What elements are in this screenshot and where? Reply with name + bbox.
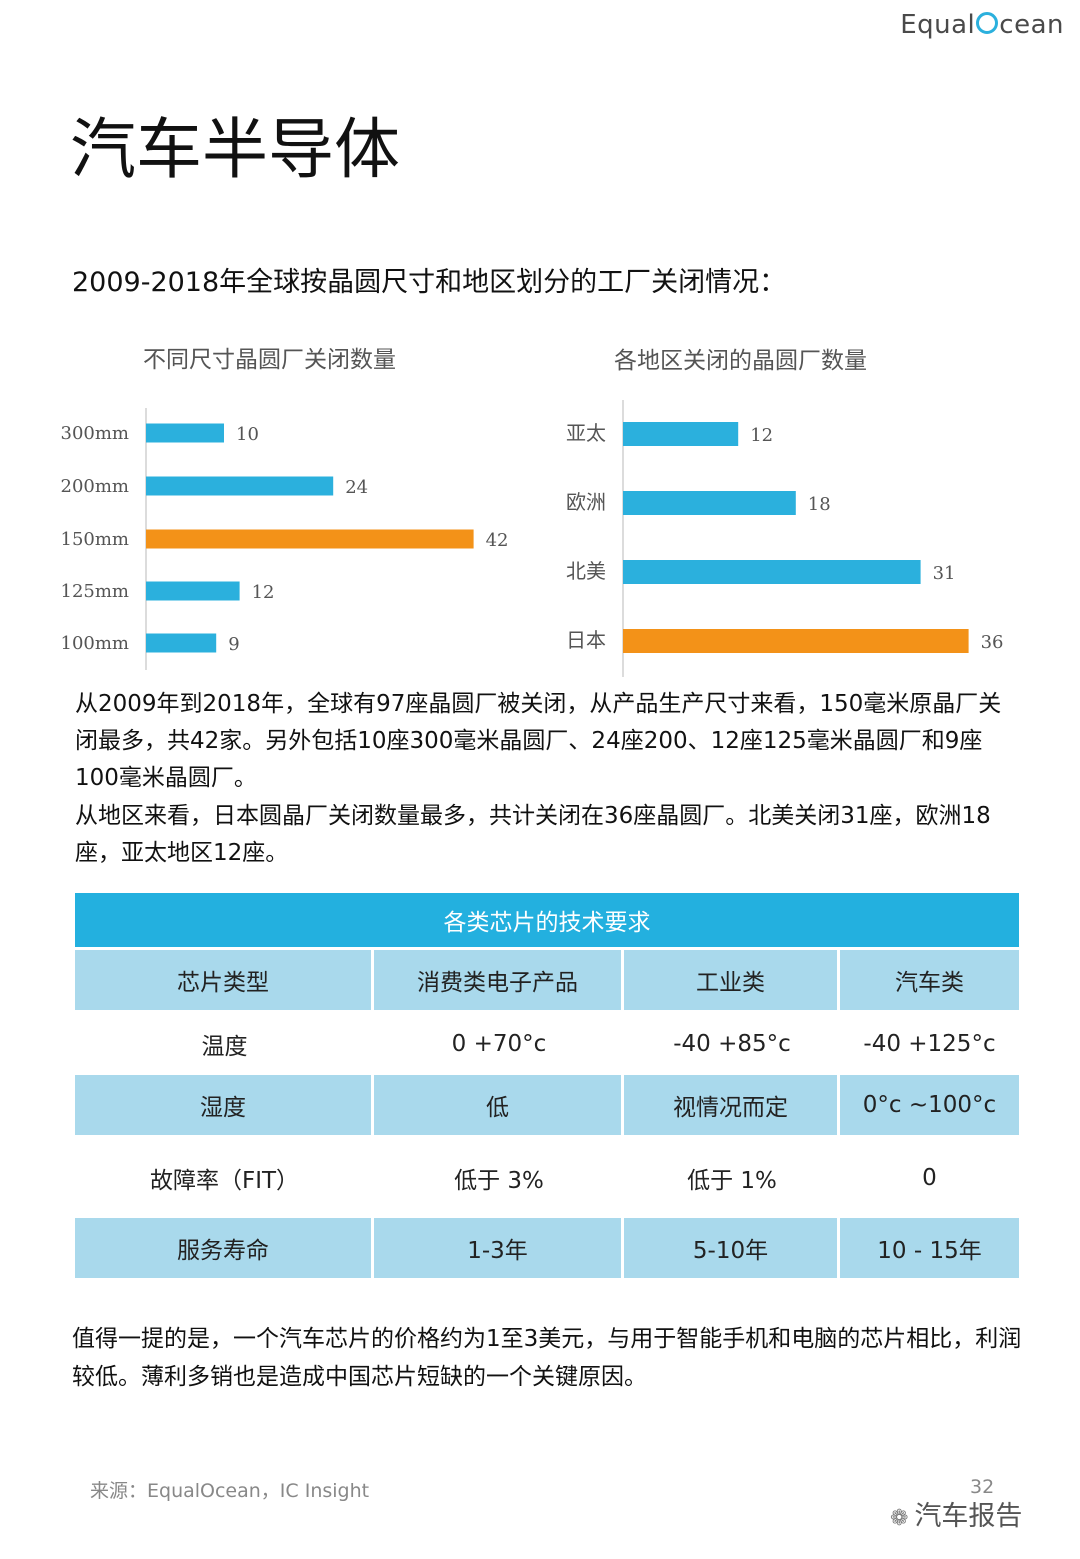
page-title: 汽车半导体 [70, 111, 400, 188]
table-cell: -40 +125°c [840, 1013, 1019, 1075]
category-label: 150mm [61, 529, 130, 550]
table-cell: 温度 [75, 1013, 374, 1075]
page-number: 32 [970, 1476, 995, 1498]
value-label: 18 [808, 494, 831, 515]
bar [623, 491, 796, 515]
category-label: 300mm [61, 423, 130, 444]
table-cell: 故障率（FIT） [75, 1138, 374, 1218]
table-cell: 5-10年 [624, 1218, 840, 1281]
table-cell: 服务寿命 [75, 1218, 374, 1281]
table-header-row: 芯片类型 消费类电子产品 工业类 汽车类 [75, 950, 1019, 1013]
value-label: 31 [933, 563, 956, 584]
value-label: 36 [981, 632, 1004, 653]
bar [146, 581, 240, 601]
value-label: 12 [750, 425, 773, 446]
header-chip-type: 芯片类型 [75, 950, 374, 1013]
table-row: 湿度 低 视情况而定 0°c ~100°c [75, 1075, 1019, 1138]
table-cell: 视情况而定 [624, 1075, 840, 1138]
paragraph-wafer-size: 从2009年到2018年，全球有97座晶圆厂被关闭，从产品生产尺寸来看，150毫… [75, 691, 1002, 791]
paragraph-region: 从地区来看，日本圆晶厂关闭数量最多，共计关闭在36座晶圆厂。北美关闭31座，欧洲… [75, 803, 991, 866]
bar [146, 423, 224, 443]
bar [146, 633, 217, 653]
table-cell: 湿度 [75, 1075, 374, 1138]
category-label: 日本 [566, 628, 606, 652]
header-consumer: 消费类电子产品 [374, 950, 624, 1013]
value-label: 12 [252, 582, 275, 603]
table-cell: 0 [840, 1138, 1019, 1218]
category-label: 125mm [61, 581, 130, 602]
chip-requirements-table: 各类芯片的技术要求 芯片类型 消费类电子产品 工业类 汽车类 温度 0 +70°… [75, 893, 1019, 1281]
logo-suffix: cean [999, 10, 1064, 40]
category-label: 欧洲 [566, 490, 606, 514]
category-label: 100mm [61, 633, 130, 654]
bar [146, 476, 334, 496]
header-industrial: 工业类 [624, 950, 840, 1013]
logo-prefix: Equal [900, 10, 976, 40]
table-row: 服务寿命 1-3年 5-10年 10 - 15年 [75, 1218, 1019, 1281]
wechat-icon: ❁ [890, 1506, 909, 1531]
category-label: 亚太 [566, 421, 606, 445]
section-subtitle: 2009-2018年全球按晶圆尺寸和地区划分的工厂关闭情况： [72, 267, 787, 298]
bar [146, 529, 474, 549]
bar-charts: 300mm 10 200mm 24 150mm 42 125mm 12 100mm 9 亚太 12 欧洲… [61, 400, 1004, 677]
source-citation: 来源：EqualOcean，IC Insight [90, 1480, 370, 1502]
wechat-watermark: ❁ 汽车报告 [890, 1494, 1022, 1533]
value-label: 9 [228, 634, 239, 655]
table-cell: 低 [374, 1075, 624, 1138]
equalocean-logo: Equal cean [900, 10, 1064, 40]
value-label: 10 [236, 424, 259, 445]
category-label: 北美 [566, 559, 606, 583]
table-row: 温度 0 +70°c -40 +85°c -40 +125°c [75, 1013, 1019, 1075]
value-label: 42 [486, 530, 509, 551]
chart-2-title: 各地区关闭的晶圆厂数量 [614, 348, 867, 374]
bar [623, 560, 921, 584]
bar [623, 629, 969, 653]
bar [623, 422, 739, 446]
watermark-text: 汽车报告 [914, 1501, 1023, 1532]
table-cell: 低于 1% [624, 1138, 840, 1218]
table-row: 故障率（FIT） 低于 3% 低于 1% 0 [75, 1138, 1019, 1218]
table-cell: -40 +85°c [624, 1013, 840, 1075]
table-cell: 低于 3% [374, 1138, 624, 1218]
value-label: 24 [345, 477, 368, 498]
header-automotive: 汽车类 [840, 950, 1019, 1013]
logo-o-icon [976, 12, 999, 34]
table-cell: 0°c ~100°c [840, 1075, 1019, 1138]
chart-1-title: 不同尺寸晶圆厂关闭数量 [143, 347, 396, 373]
table-cell: 0 +70°c [374, 1013, 624, 1075]
note-paragraph: 值得一提的是，一个汽车芯片的价格约为1至3美元，与用于智能手机和电脑的芯片相比，… [72, 1326, 1022, 1390]
table-cell: 10 - 15年 [840, 1218, 1019, 1281]
category-label: 200mm [61, 476, 130, 497]
table-cell: 1-3年 [374, 1218, 624, 1281]
table-title: 各类芯片的技术要求 [75, 893, 1019, 950]
